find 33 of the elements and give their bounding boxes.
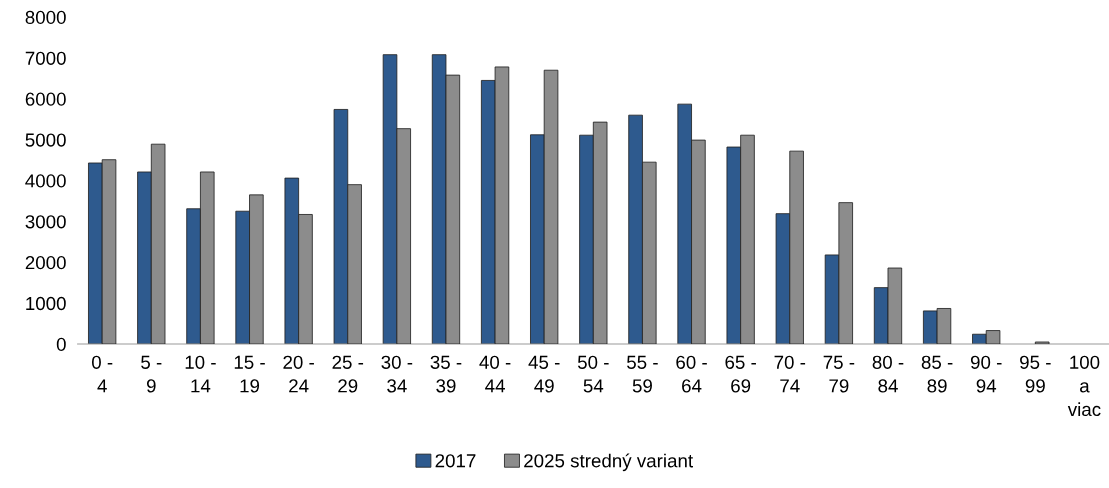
legend-label: 2025 stredný variant	[524, 453, 693, 472]
x-tick-label: 90 - 94	[970, 355, 1002, 393]
y-tick-label: 7000	[25, 51, 66, 65]
y-tick-label: 3000	[25, 215, 66, 229]
x-tick-label: 50 - 54	[577, 355, 609, 393]
y-tick-label: 1000	[26, 296, 66, 311]
x-tick-label: 25 - 29	[332, 355, 364, 393]
x-tick-label: 10 - 14	[185, 355, 216, 393]
y-tick-label: 6000	[25, 92, 66, 106]
x-tick-label: 80 - 84	[872, 355, 904, 393]
x-tick-label: 95 - 99	[1020, 355, 1051, 393]
bar	[1034, 341, 1050, 345]
x-tick-label: 35 - 39	[430, 355, 462, 393]
x-tick-label: 65 - 69	[725, 355, 756, 393]
y-tick-label: 2000	[25, 256, 66, 270]
x-tick-label: 70 - 74	[774, 355, 806, 393]
x-tick-label: 55 - 59	[627, 355, 658, 393]
x-tick-label: 20 - 24	[283, 355, 314, 393]
x-tick-label: 15 - 19	[234, 355, 265, 393]
x-tick-label: 0 - 4	[91, 355, 113, 393]
legend-label: 2017	[435, 454, 476, 468]
x-tick-label: 100 a viac	[1067, 355, 1101, 417]
y-tick-label: 8000	[25, 10, 66, 25]
x-tick-label: 45 - 49	[528, 355, 560, 393]
y-tick-label: 4000	[25, 174, 66, 188]
x-tick-label: 30 - 34	[381, 355, 413, 393]
x-tick-label: 60 - 64	[676, 355, 707, 393]
x-tick-label: 40 - 44	[479, 355, 511, 393]
x-tick-label: 85 - 89	[921, 355, 953, 393]
x-tick-label: 5 - 9	[141, 355, 162, 393]
y-tick-label: 0	[56, 337, 66, 352]
y-tick-label: 5000	[25, 133, 66, 147]
x-tick-label: 75 - 79	[823, 355, 855, 393]
